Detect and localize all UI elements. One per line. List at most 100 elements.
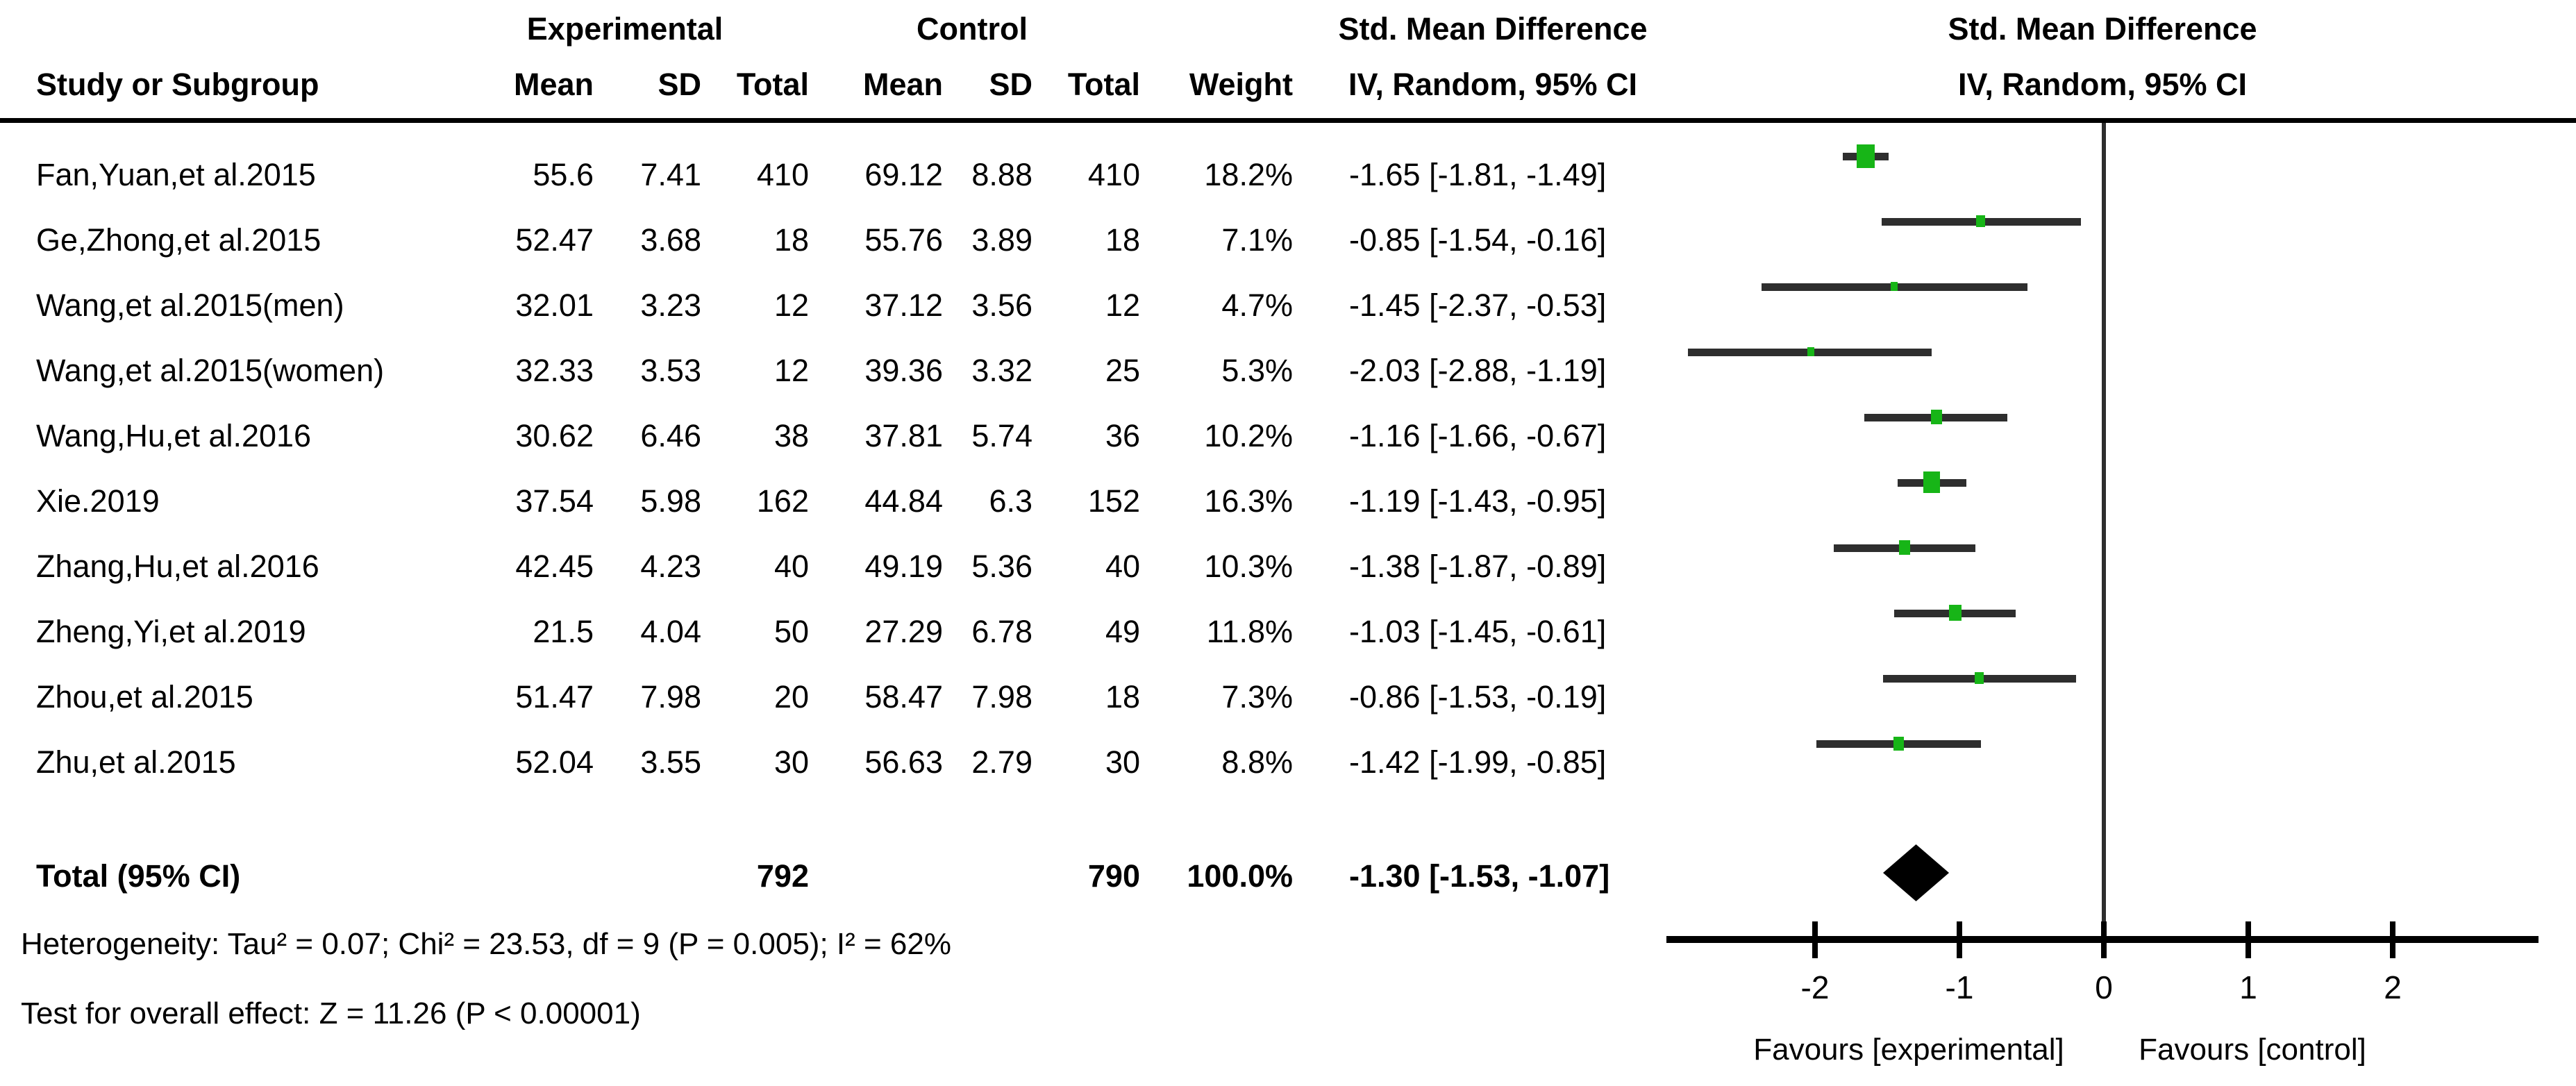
overall-effect-note: Test for overall effect: Z = 11.26 (P < … <box>21 996 641 1030</box>
study-ci-label: -1.42 [-1.99, -0.85] <box>1349 744 1607 780</box>
study-exp-mean: 32.01 <box>515 287 594 323</box>
group-header-experimental: Experimental <box>526 11 724 47</box>
effect-marker <box>1975 672 1984 684</box>
study-ci-label: -1.45 [-2.37, -0.53] <box>1349 287 1607 323</box>
total-exp-n: 792 <box>756 858 809 894</box>
study-ctrl-sd: 7.98 <box>971 679 1032 715</box>
study-name: Zhang,Hu,et al.2016 <box>36 549 319 584</box>
column-header-total-exp: Total <box>736 67 809 102</box>
study-exp-mean: 30.62 <box>515 418 594 453</box>
study-weight: 7.3% <box>1221 679 1293 715</box>
study-name: Fan,Yuan,et al.2015 <box>36 157 316 192</box>
study-exp-total: 30 <box>773 744 809 780</box>
x-axis-tick <box>1812 921 1818 958</box>
study-ctrl-total: 410 <box>1087 157 1140 192</box>
study-exp-total: 18 <box>773 222 809 258</box>
study-weight: 5.3% <box>1221 353 1293 388</box>
study-ctrl-sd: 5.74 <box>971 418 1032 453</box>
study-ctrl-mean: 27.29 <box>864 614 943 649</box>
study-ctrl-mean: 69.12 <box>864 157 943 192</box>
effect-marker <box>1891 282 1898 291</box>
column-header-method: IV, Random, 95% CI <box>1348 67 1637 102</box>
study-exp-total: 38 <box>773 418 809 453</box>
study-exp-total: 162 <box>756 483 809 519</box>
study-ctrl-total: 18 <box>1105 222 1140 258</box>
study-ctrl-sd: 2.79 <box>971 744 1032 780</box>
study-ctrl-sd: 5.36 <box>971 549 1032 584</box>
study-exp-sd: 6.46 <box>640 418 701 453</box>
study-ci-label: -2.03 [-2.88, -1.19] <box>1349 353 1607 388</box>
total-ctrl-n: 790 <box>1087 858 1140 894</box>
study-name: Xie.2019 <box>36 483 160 519</box>
study-ctrl-total: 18 <box>1105 679 1140 715</box>
group-header-control: Control <box>917 11 1028 47</box>
total-row-label: Total (95% CI) <box>36 858 241 894</box>
study-exp-sd: 3.68 <box>640 222 701 258</box>
study-ctrl-total: 49 <box>1105 614 1140 649</box>
study-exp-sd: 7.98 <box>640 679 701 715</box>
x-axis-tick <box>1957 921 1962 958</box>
study-ctrl-mean: 37.81 <box>864 418 943 453</box>
x-axis-tick <box>2101 921 2107 958</box>
study-ctrl-sd: 6.78 <box>971 614 1032 649</box>
column-header-study: Study or Subgroup <box>36 67 319 102</box>
study-exp-mean: 32.33 <box>515 353 594 388</box>
study-ctrl-sd: 3.56 <box>971 287 1032 323</box>
study-ctrl-total: 12 <box>1105 287 1140 323</box>
study-exp-mean: 52.47 <box>515 222 594 258</box>
study-exp-mean: 37.54 <box>515 483 594 519</box>
study-ctrl-mean: 37.12 <box>864 287 943 323</box>
study-name: Wang,et al.2015(men) <box>36 287 344 323</box>
study-ctrl-mean: 39.36 <box>864 353 943 388</box>
study-exp-sd: 3.23 <box>640 287 701 323</box>
study-exp-total: 50 <box>773 614 809 649</box>
study-exp-sd: 4.04 <box>640 614 701 649</box>
study-ctrl-sd: 6.3 <box>989 483 1032 519</box>
study-ctrl-mean: 49.19 <box>864 549 943 584</box>
x-axis-tick-label: -1 <box>1945 969 1974 1005</box>
column-header-mean-exp: Mean <box>513 67 594 102</box>
study-ctrl-total: 152 <box>1087 483 1140 519</box>
zero-reference-line <box>2102 123 2106 939</box>
study-name: Ge,Zhong,et al.2015 <box>36 222 321 258</box>
effect-marker <box>1949 605 1962 621</box>
study-weight: 10.2% <box>1204 418 1293 453</box>
x-axis-tick <box>2390 921 2395 958</box>
column-header-sd-exp: SD <box>658 67 701 102</box>
study-ctrl-sd: 8.88 <box>971 157 1032 192</box>
study-exp-mean: 55.6 <box>533 157 594 192</box>
study-weight: 11.8% <box>1206 614 1293 649</box>
study-exp-total: 410 <box>756 157 809 192</box>
study-name: Wang,et al.2015(women) <box>36 353 385 388</box>
study-exp-total: 12 <box>773 353 809 388</box>
column-header-total-ctrl: Total <box>1067 67 1140 102</box>
effect-marker <box>1976 215 1985 227</box>
study-weight: 8.8% <box>1221 744 1293 780</box>
effect-marker <box>1807 347 1814 356</box>
study-ctrl-total: 36 <box>1105 418 1140 453</box>
study-exp-mean: 42.45 <box>515 549 594 584</box>
study-ci-label: -0.86 [-1.53, -0.19] <box>1349 679 1607 715</box>
study-ctrl-total: 25 <box>1105 353 1140 388</box>
study-ci-label: -0.85 [-1.54, -0.16] <box>1349 222 1607 258</box>
study-ci-label: -1.38 [-1.87, -0.89] <box>1349 549 1607 584</box>
study-ci-label: -1.65 [-1.81, -1.49] <box>1349 157 1607 192</box>
study-exp-total: 40 <box>773 549 809 584</box>
study-name: Zhu,et al.2015 <box>36 744 236 780</box>
study-exp-total: 20 <box>773 679 809 715</box>
total-weight: 100.0% <box>1187 858 1293 894</box>
study-exp-mean: 51.47 <box>515 679 594 715</box>
study-name: Zhou,et al.2015 <box>36 679 253 715</box>
x-axis-tick-label: 1 <box>2239 969 2257 1005</box>
x-axis-tick-label: 0 <box>2095 969 2113 1005</box>
heterogeneity-note: Heterogeneity: Tau² = 0.07; Chi² = 23.53… <box>21 927 951 961</box>
plot-effect-measure-header: Std. Mean Difference <box>1948 11 2257 47</box>
effect-marker <box>1923 471 1940 493</box>
pooled-effect-diamond <box>1883 844 1949 901</box>
effect-marker <box>1931 410 1942 424</box>
study-ctrl-total: 30 <box>1105 744 1140 780</box>
study-ctrl-sd: 3.89 <box>971 222 1032 258</box>
study-ctrl-mean: 56.63 <box>864 744 943 780</box>
study-name: Wang,Hu,et al.2016 <box>36 418 312 453</box>
study-exp-sd: 3.55 <box>640 744 701 780</box>
